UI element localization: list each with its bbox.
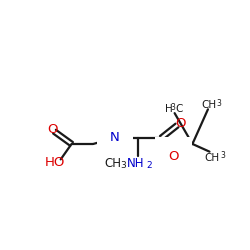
- Text: O: O: [168, 150, 178, 163]
- Text: CH: CH: [104, 157, 121, 170]
- Text: N: N: [110, 130, 120, 143]
- Text: 3: 3: [220, 151, 225, 160]
- Text: HO: HO: [44, 156, 65, 169]
- Text: CH: CH: [204, 153, 220, 163]
- Text: 3: 3: [216, 99, 221, 108]
- Text: 3: 3: [120, 161, 126, 170]
- Text: H: H: [164, 104, 172, 114]
- Text: CH: CH: [201, 100, 216, 110]
- Text: O: O: [175, 117, 185, 130]
- Text: 2: 2: [146, 161, 152, 170]
- Text: C: C: [176, 104, 183, 114]
- Text: NH: NH: [127, 157, 144, 170]
- Text: 3: 3: [171, 102, 175, 112]
- Text: O: O: [48, 123, 58, 136]
